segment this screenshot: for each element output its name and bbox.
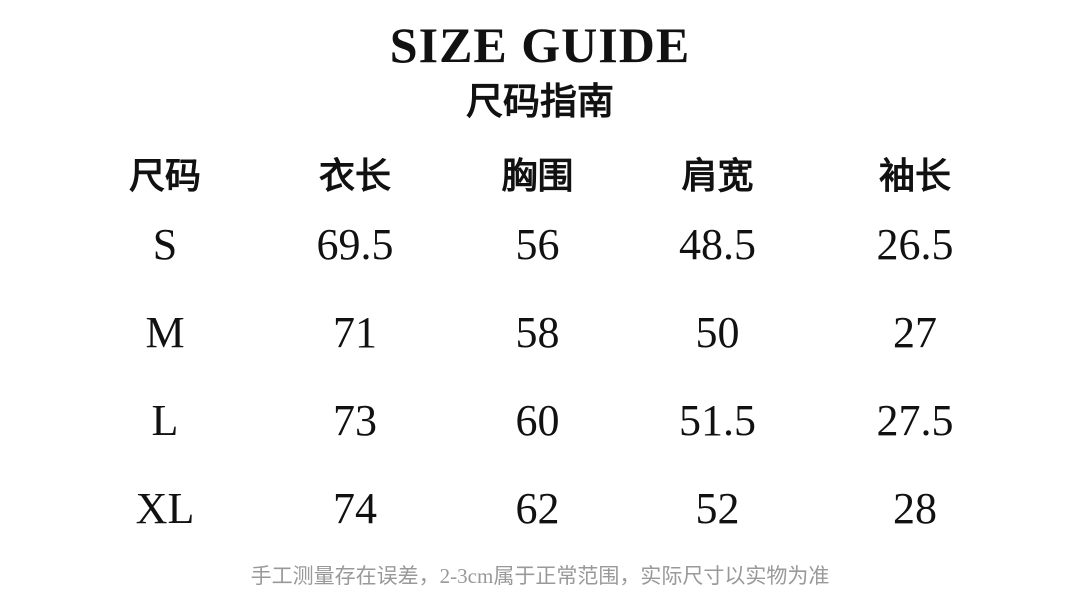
table-row-xl: XL 74 62 52 28	[70, 464, 1020, 552]
table-header-row: 尺码 衣长 胸围 肩宽 袖长	[70, 146, 1020, 200]
column-header-sleeve: 袖长	[878, 156, 951, 196]
page-title: SIZE GUIDE	[389, 17, 691, 73]
cell-size-label: M	[145, 307, 185, 357]
cell-size-label: L	[151, 395, 179, 445]
size-table: 尺码 衣长 胸围 肩宽 袖长 S 69.5 56 48.5 26.5 M 71 …	[0, 146, 1080, 552]
cell-value: 51.5	[679, 395, 756, 445]
table-row-m: M 71 58 50 27	[70, 288, 1020, 376]
cell-value: 74	[333, 483, 377, 533]
column-header-chest: 胸围	[501, 156, 574, 196]
cell-value: 52	[695, 483, 740, 533]
column-header-shoulder: 肩宽	[681, 156, 754, 196]
cell-size-label: S	[152, 219, 178, 269]
cell-value: 71	[333, 307, 377, 357]
cell-value: 73	[333, 395, 377, 445]
cell-value: 48.5	[679, 219, 756, 269]
column-header-size: 尺码	[128, 156, 201, 196]
table-row-s: S 69.5 56 48.5 26.5	[70, 200, 1020, 288]
cell-value: 27.5	[876, 395, 954, 445]
cell-value: 26.5	[876, 219, 954, 269]
cell-value: 62	[515, 483, 560, 533]
cell-value: 69.5	[316, 219, 394, 269]
cell-value: 56	[515, 219, 560, 269]
measurement-disclaimer: 手工测量存在误差，2-3cm属于正常范围，实际尺寸以实物为准	[250, 564, 830, 588]
page-subtitle: 尺码指南	[466, 82, 614, 123]
cell-value: 60	[515, 395, 560, 445]
cell-value: 50	[695, 307, 740, 357]
cell-value: 28	[893, 483, 937, 533]
cell-value: 58	[515, 307, 560, 357]
column-header-length: 衣长	[318, 156, 391, 196]
table-row-l: L 73 60 51.5 27.5	[70, 376, 1020, 464]
cell-size-label: XL	[135, 483, 195, 533]
cell-value: 27	[893, 307, 937, 357]
